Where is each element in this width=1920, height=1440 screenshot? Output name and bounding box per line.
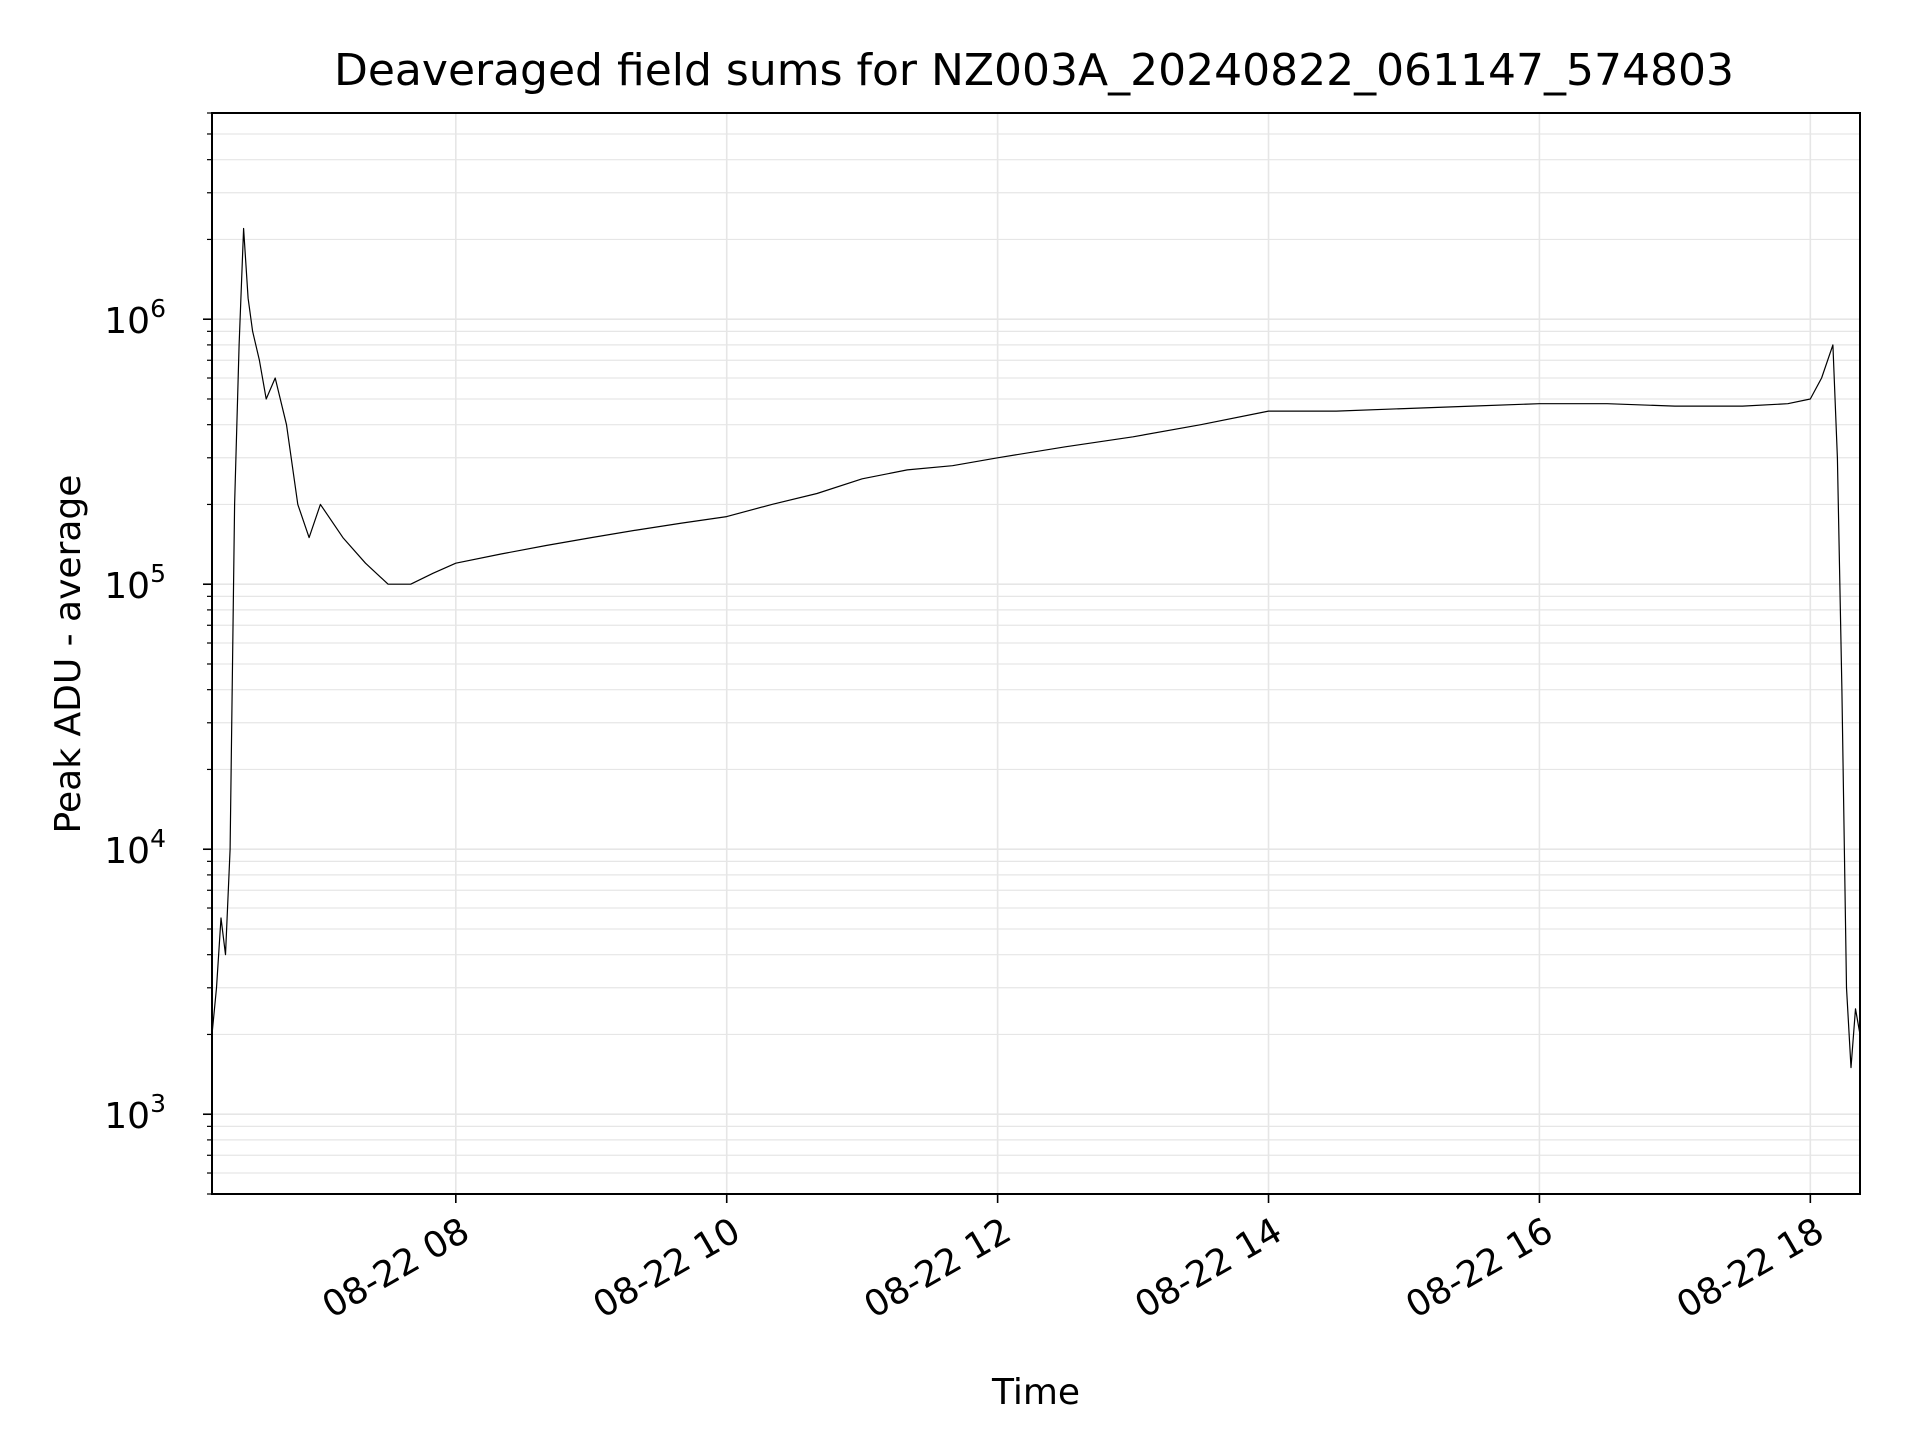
x-tick-label: 08-22 16 [1399, 1210, 1560, 1326]
series-layer [211, 227, 1861, 1069]
x-tick-label: 08-22 14 [1128, 1210, 1289, 1326]
y-tick-label: 103 [104, 1089, 166, 1137]
x-tick-label: 08-22 10 [587, 1210, 748, 1326]
x-tick-label: 08-22 18 [1670, 1210, 1831, 1326]
y-axis-label: Peak ADU - average [48, 475, 89, 834]
x-axis-label: Time [991, 1372, 1080, 1413]
chart-title: Deaveraged field sums for NZ003A_2024082… [334, 45, 1734, 96]
plot-frame [211, 112, 1861, 1195]
grid [212, 112, 1860, 1195]
series-line [211, 227, 1861, 1069]
y-tick-label: 106 [104, 294, 166, 342]
x-tick-label: 08-22 12 [857, 1210, 1018, 1326]
x-tick-label: 08-22 08 [316, 1210, 477, 1326]
axis-ticks: 103 104 105 106 08-22 08 08-22 10 08-22 12 08-2… [104, 112, 1831, 1327]
y-tick-label: 105 [104, 559, 166, 607]
y-tick-label: 104 [104, 824, 166, 872]
